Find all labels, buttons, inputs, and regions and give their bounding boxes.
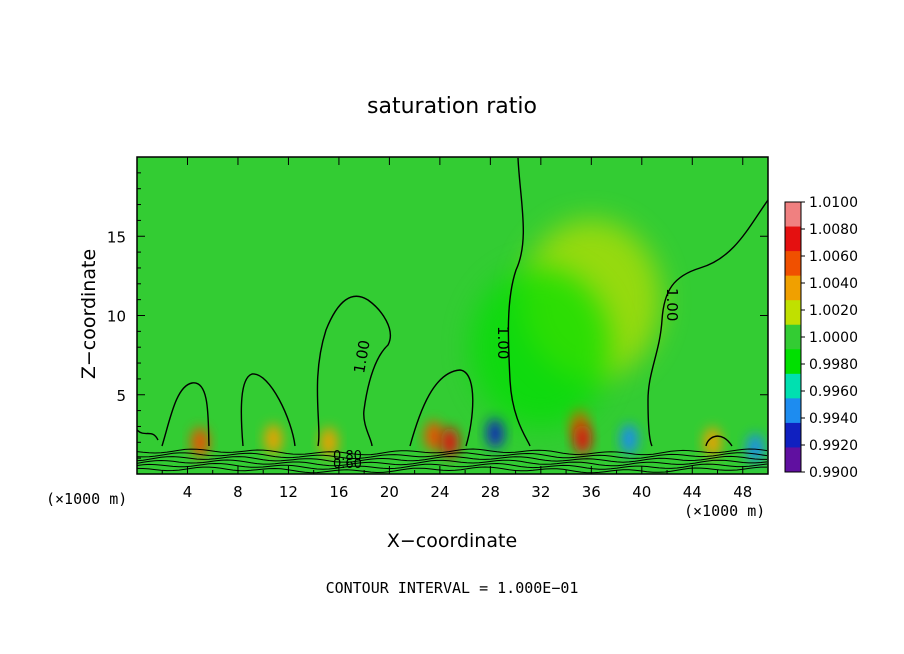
- x-tick-label: 28: [481, 483, 500, 501]
- y-tick-label: 10: [107, 308, 126, 326]
- colorbar-label: 1.0080: [809, 222, 858, 238]
- ground-contour-line: [137, 466, 767, 474]
- x-tick-label: 20: [380, 483, 399, 501]
- contour-line-6: [647, 199, 768, 447]
- x-tick-label: 36: [582, 483, 601, 501]
- x-unit-left: (×1000 m): [46, 490, 127, 508]
- colorbar-label: 1.0040: [809, 276, 858, 292]
- x-tick-label: 32: [531, 483, 550, 501]
- contour-label-4: 0.80: [333, 449, 362, 464]
- contour-label-group: 1.00 1.00 1.00 0.80 0.60: [333, 288, 681, 472]
- x-tick-label: 4: [183, 483, 193, 501]
- contour-line-7: [137, 429, 159, 441]
- colorbar-swatch: [785, 275, 801, 301]
- y-tick-label: 5: [116, 387, 126, 405]
- contour-interval-footer: CONTOUR INTERVAL = 1.000E−01: [326, 579, 579, 597]
- y-tick-label: 15: [107, 228, 126, 246]
- x-axis-label: X−coordinate: [387, 530, 517, 552]
- lower-contour-bands: [137, 448, 768, 474]
- colorbar-label: 1.0000: [809, 330, 858, 346]
- colorbar-label: 1.0060: [809, 249, 858, 265]
- colorbar-swatch: [785, 300, 801, 326]
- x-unit-right: (×1000 m): [684, 502, 765, 520]
- contour-line-8: [705, 435, 733, 447]
- x-tick-label: 48: [733, 483, 752, 501]
- field-feature: [440, 427, 459, 458]
- contour-line-3: [316, 295, 391, 447]
- colorbar-label: 1.0100: [809, 195, 858, 211]
- contour-label-2: 1.00: [494, 326, 512, 359]
- x-tick-label: 8: [233, 483, 243, 501]
- colorbar-swatch: [785, 202, 801, 228]
- colorbar-swatch: [785, 251, 801, 277]
- x-tick-label: 12: [279, 483, 298, 501]
- field-feature: [703, 427, 722, 458]
- contour-label-1: 1.00: [350, 339, 374, 375]
- colorbar-label: 0.9900: [809, 465, 858, 481]
- field-feature: [191, 427, 210, 458]
- x-tick-label: 16: [329, 483, 348, 501]
- colorbar-swatch: [785, 324, 801, 350]
- field-feature: [573, 424, 592, 455]
- plot-area: 1.00 1.00 1.00 0.80 0.60: [137, 157, 768, 474]
- colorbar-label: 0.9980: [809, 357, 858, 373]
- colorbar-label: 0.9940: [809, 411, 858, 427]
- ground-contour-line: [137, 459, 768, 467]
- colorbar-swatch: [785, 398, 801, 424]
- contour-label-3: 1.00: [663, 288, 681, 321]
- contour-line-4: [409, 369, 474, 447]
- colorbar-label: 1.0020: [809, 303, 858, 319]
- colorbar-swatch: [785, 447, 801, 473]
- ground-contour-line: [137, 462, 768, 470]
- field-features: [191, 219, 765, 464]
- x-tick-label: 44: [683, 483, 702, 501]
- contour-line-2: [240, 373, 296, 447]
- field-feature: [264, 424, 283, 455]
- y-axis-label: Z−coordinate: [78, 249, 100, 379]
- colorbar-swatch: [785, 373, 801, 399]
- contour-label-5: 0.60: [333, 457, 362, 472]
- x-tick-label: 24: [430, 483, 449, 501]
- ground-contour-line: [137, 452, 768, 460]
- contour-line-1: [161, 382, 210, 447]
- field-feature: [319, 427, 338, 458]
- field-feature: [470, 267, 611, 428]
- y-axis: 5 10 15: [107, 172, 768, 459]
- colorbar: 1.0100 1.0080 1.0060 1.0040 1.0020 1.0000 0.99…: [784, 195, 858, 481]
- x-tick-label: 40: [632, 483, 651, 501]
- x-axis: 4 8 12 16 20 24 28 32 36 40 44 48: [161, 157, 752, 501]
- field-feature: [620, 424, 639, 455]
- ground-contour-line: [137, 455, 767, 463]
- contour-lines: [137, 157, 768, 447]
- colorbar-label: 0.9960: [809, 384, 858, 400]
- colorbar-swatch: [785, 349, 801, 375]
- field-feature: [424, 420, 443, 451]
- ground-contour-line: [137, 448, 768, 456]
- colorbar-swatch: [785, 226, 801, 252]
- contour-line-5: [507, 157, 531, 447]
- field-feature: [486, 417, 505, 448]
- colorbar-swatch: [785, 422, 801, 448]
- chart-title: saturation ratio: [367, 94, 537, 119]
- colorbar-label: 0.9920: [809, 438, 858, 454]
